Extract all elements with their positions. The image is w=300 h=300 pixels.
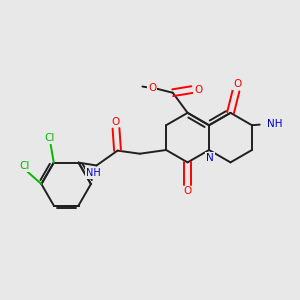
Text: Cl: Cl — [19, 161, 29, 171]
Text: O: O — [148, 83, 156, 93]
Text: NH: NH — [267, 119, 283, 129]
Text: N: N — [206, 153, 214, 163]
Text: O: O — [184, 187, 192, 196]
Text: O: O — [233, 79, 242, 89]
Text: Cl: Cl — [45, 134, 55, 143]
Text: O: O — [112, 116, 120, 127]
Text: NH: NH — [86, 168, 101, 178]
Text: O: O — [194, 85, 202, 94]
